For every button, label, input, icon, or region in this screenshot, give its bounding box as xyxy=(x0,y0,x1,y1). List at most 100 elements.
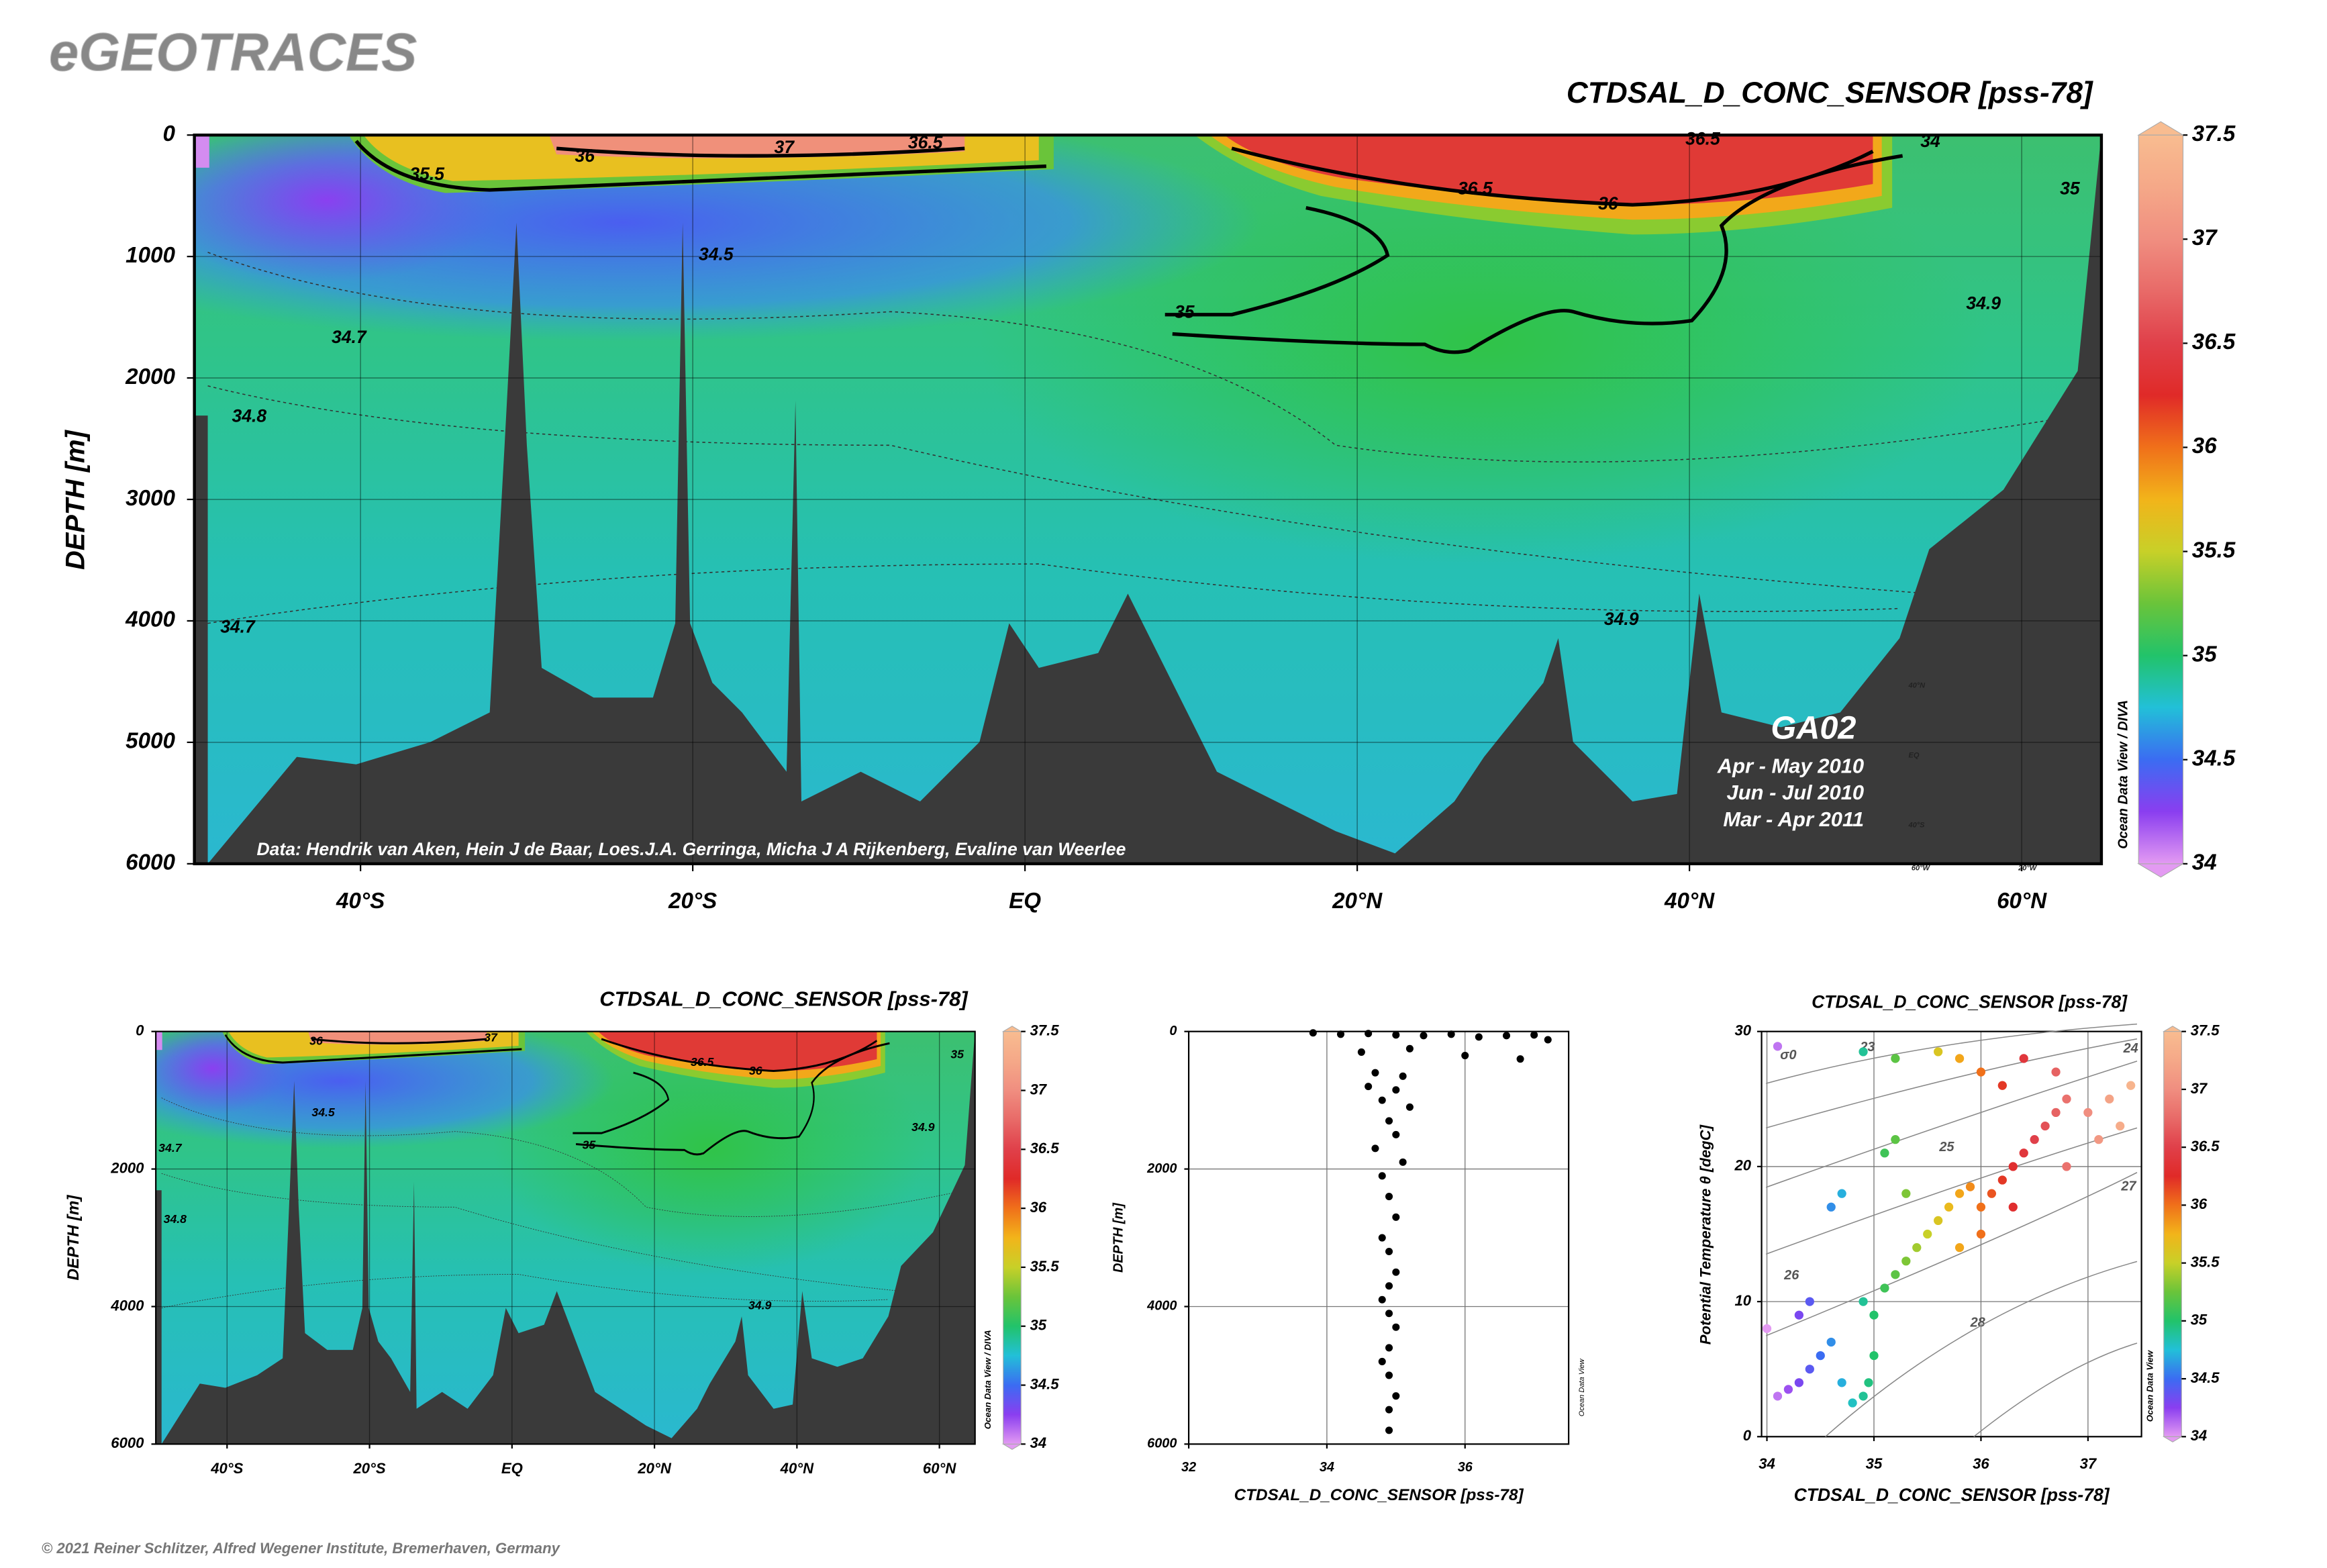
chart-title: CTDSAL_D_CONC_SENSOR [pss-78] xyxy=(599,987,969,1010)
point xyxy=(1762,1324,1772,1333)
point xyxy=(1392,1086,1400,1094)
x-axis-label: CTDSAL_D_CONC_SENSOR [pss-78] xyxy=(1234,1486,1524,1504)
contour-label: 34.8 xyxy=(232,405,267,426)
point xyxy=(1794,1310,1804,1320)
point xyxy=(2008,1202,2018,1212)
point xyxy=(1954,1189,1965,1198)
point xyxy=(1461,1052,1469,1060)
point xyxy=(1420,1032,1428,1040)
colorbar-label: Ocean Data View xyxy=(2144,1349,2155,1422)
y-tick-label: 2000 xyxy=(1146,1161,1177,1176)
colorbar-label: Ocean Data View / DIVA xyxy=(2116,700,2130,849)
plot-frame xyxy=(1761,1030,2142,1438)
point xyxy=(1805,1297,1814,1306)
inset-map-label: 40°S xyxy=(1908,821,1925,829)
colorbar-tick-label: 34.5 xyxy=(2191,1369,2220,1386)
point xyxy=(2062,1162,2071,1171)
point xyxy=(1934,1047,1943,1057)
y-axis-label: DEPTH [m] xyxy=(1111,1202,1126,1273)
colorbar-cap xyxy=(2162,1026,2183,1032)
point xyxy=(2105,1094,2114,1104)
contour-label: 37 xyxy=(775,137,795,157)
point xyxy=(1805,1365,1814,1374)
isopycnal xyxy=(1825,1261,2138,1437)
colorbar-tick-label: 35 xyxy=(1030,1317,1047,1334)
point xyxy=(1385,1371,1393,1379)
point xyxy=(2019,1054,2028,1063)
isopycnal xyxy=(1765,1172,2138,1336)
y-tick-label: 0 xyxy=(1169,1024,1177,1038)
section-field xyxy=(156,1031,975,1444)
point xyxy=(1997,1081,2007,1090)
contour-label: 25 xyxy=(1938,1140,1954,1155)
chart-title: CTDSAL_D_CONC_SENSOR [pss-78] xyxy=(1812,992,2128,1012)
point xyxy=(2030,1135,2039,1144)
contour-label: 37 xyxy=(484,1031,498,1044)
section-field-image xyxy=(156,1031,975,1444)
point xyxy=(1385,1426,1393,1434)
y-tick-label: 20 xyxy=(1734,1157,1752,1174)
point xyxy=(1392,1031,1400,1039)
point xyxy=(1976,1229,1986,1239)
inset-line: Jun - Jul 2010 xyxy=(1727,781,1865,804)
contour-label: 28 xyxy=(1970,1316,1986,1330)
colorbar-tick-label: 34 xyxy=(2192,850,2217,875)
point xyxy=(1385,1247,1393,1256)
x-tick-label: EQ xyxy=(1009,889,1041,914)
data-credit: Data: Hendrik van Aken, Hein J de Baar, … xyxy=(257,839,1126,859)
colorbar-tick-label: 35 xyxy=(2191,1312,2208,1328)
point xyxy=(1365,1083,1373,1091)
y-tick-label: 6000 xyxy=(111,1434,144,1451)
x-tick-label: 20°N xyxy=(637,1460,671,1477)
point xyxy=(2083,1108,2093,1118)
x-tick-label: 37 xyxy=(2080,1455,2097,1472)
colorbar-tick-label: 36.5 xyxy=(2192,330,2236,354)
y-tick-label: 4000 xyxy=(1146,1299,1177,1314)
inset-map-label: EQ xyxy=(1908,751,1919,759)
point xyxy=(1826,1337,1836,1347)
x-tick-label: 40°S xyxy=(336,889,385,914)
contour-label: 34.9 xyxy=(748,1298,772,1312)
colorbar-label: Ocean Data View / DIVA xyxy=(983,1330,993,1429)
colorbar-tick-label: 37 xyxy=(1030,1081,1048,1097)
contour-label: 35 xyxy=(2060,179,2081,199)
colorbar-tick-label: 35.5 xyxy=(2192,538,2236,562)
point xyxy=(1997,1175,2007,1185)
point xyxy=(1336,1030,1345,1038)
point xyxy=(1447,1030,1455,1038)
y-tick-label: 10 xyxy=(1735,1292,1752,1309)
point xyxy=(1544,1036,1552,1044)
point xyxy=(1880,1148,1889,1158)
y-tick-label: 3000 xyxy=(126,486,175,511)
point xyxy=(1954,1054,1965,1063)
point xyxy=(1399,1072,1407,1080)
x-tick-label: 36 xyxy=(1973,1455,1989,1472)
x-tick-label: 34 xyxy=(1320,1460,1334,1475)
point xyxy=(1783,1385,1793,1394)
colorbar-tick-label: 37 xyxy=(2192,226,2218,250)
point xyxy=(1378,1295,1386,1304)
contour-label: 27 xyxy=(2120,1179,2136,1193)
inset-map-label: 20°W xyxy=(2018,864,2038,872)
isopycnal xyxy=(1765,1038,2138,1129)
point xyxy=(1859,1297,1868,1306)
inset-line: Apr - May 2010 xyxy=(1717,754,1864,777)
point xyxy=(2126,1081,2136,1090)
contour-label: 34.7 xyxy=(158,1141,183,1155)
point xyxy=(1385,1282,1393,1290)
colorbar-tick-label: 35.5 xyxy=(2191,1253,2220,1270)
point xyxy=(1987,1189,1997,1198)
point xyxy=(1392,1130,1400,1138)
x-tick-label: 20°S xyxy=(352,1460,385,1477)
colorbar-cap xyxy=(1001,1443,1023,1450)
contour-label: 36 xyxy=(575,146,595,166)
colorbar-tick-label: 36 xyxy=(2192,434,2217,458)
colorbar-tick-label: 35 xyxy=(2192,642,2217,667)
y-tick-label: 0 xyxy=(136,1022,144,1039)
x-tick-label: 36 xyxy=(1458,1460,1473,1475)
colorbar-tick-label: 34.5 xyxy=(1030,1375,1060,1392)
x-tick-label: 34 xyxy=(1759,1455,1775,1472)
colorbar-tick-label: 36.5 xyxy=(1030,1140,1060,1157)
point xyxy=(2040,1121,2050,1131)
point xyxy=(2116,1121,2125,1131)
